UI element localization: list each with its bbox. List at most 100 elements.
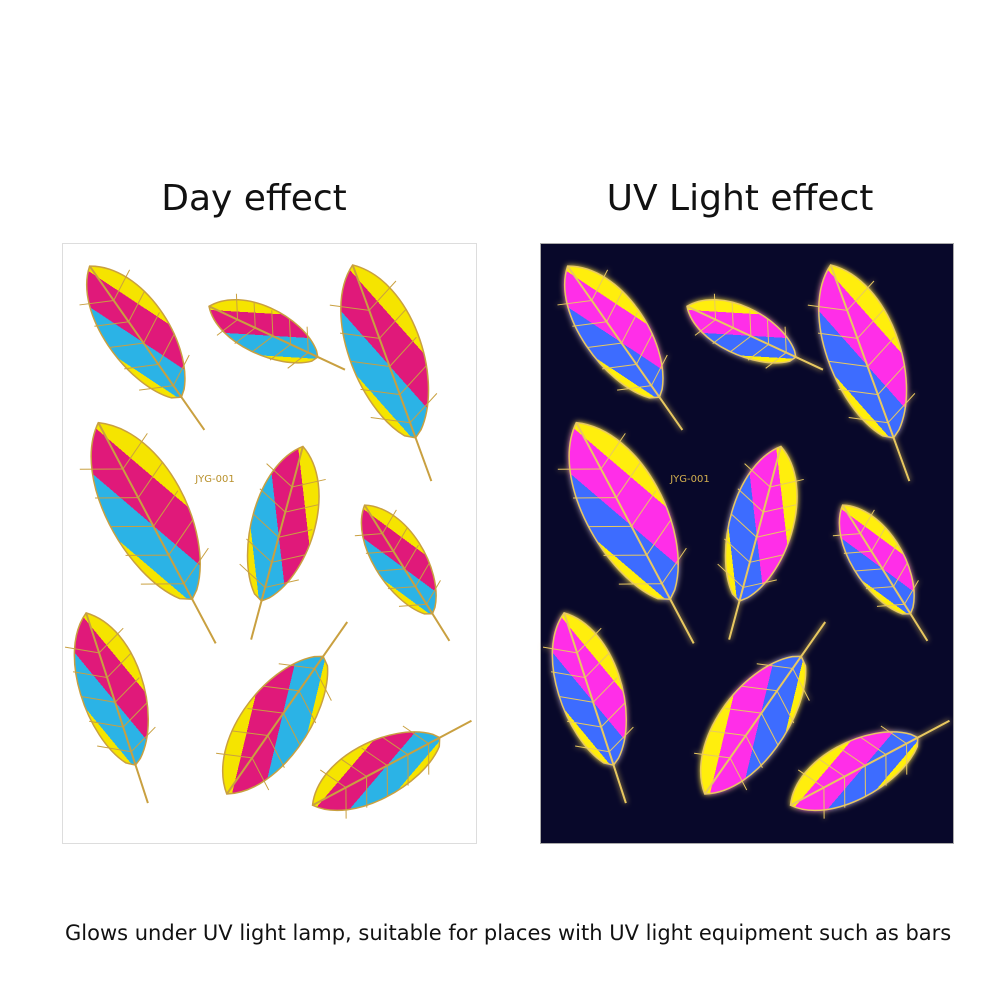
feather-barb [859, 509, 875, 534]
feather-quill [85, 612, 149, 804]
feather-barb [650, 354, 668, 386]
caption: Glows under UV light lamp, suitable for … [65, 921, 951, 945]
feather-barb [724, 538, 751, 563]
feather-barb [389, 336, 417, 367]
feather [354, 504, 451, 642]
feather-barb [125, 554, 169, 556]
feather-barb [319, 769, 347, 788]
feather-barb [603, 554, 647, 556]
feather-barb [288, 318, 292, 345]
feather-barb [880, 725, 907, 744]
feather-barb [557, 468, 601, 470]
feather-barb [729, 757, 748, 791]
feather-barb [110, 525, 154, 528]
feather-barb [266, 463, 293, 488]
feather-barb [876, 603, 905, 607]
feather-barb [402, 725, 429, 744]
feather-barb [393, 527, 408, 552]
feather-barb [694, 319, 716, 336]
feather-barb [109, 342, 144, 349]
feather-barb [381, 736, 409, 755]
feather-barb [247, 707, 284, 714]
feather-barb [428, 743, 430, 775]
feather-barb [573, 497, 617, 499]
feather-quill [563, 612, 627, 804]
feather-barb [730, 335, 752, 353]
feather-quill [250, 446, 304, 640]
feather [64, 612, 156, 804]
feather-barb [559, 696, 594, 703]
feather-barb [81, 696, 116, 703]
feather-quill [208, 305, 346, 371]
feather-barb [636, 333, 653, 365]
feather-barb [366, 776, 368, 808]
feather-barb [98, 627, 124, 654]
feather-barb [329, 304, 370, 311]
feather-barb [784, 326, 787, 353]
feather-barb [588, 525, 632, 528]
feather-barb [168, 519, 194, 556]
feather-barb [587, 342, 622, 349]
feather-barb [216, 319, 238, 336]
feather [694, 621, 827, 795]
feather-barb [340, 758, 367, 777]
feather-quill [790, 719, 950, 807]
feather-barb [709, 730, 746, 737]
feather-barb [97, 745, 132, 753]
feather-barb [139, 385, 174, 391]
feather-barb [749, 554, 784, 563]
feather-barb [766, 318, 770, 345]
feather [789, 719, 950, 819]
feather-barb [737, 488, 764, 513]
feather [79, 265, 206, 431]
feather-quill [88, 265, 206, 431]
feather-barb [269, 343, 291, 361]
feather-barb [864, 765, 866, 797]
feather-barb [158, 333, 175, 365]
feather-barb [867, 336, 895, 367]
feather-barb [278, 529, 313, 538]
feather-barb [365, 550, 394, 554]
feather-barb [361, 747, 388, 766]
feather-barb [64, 646, 100, 654]
feather-barb [575, 745, 610, 753]
feather-barb [694, 752, 731, 759]
feather-barb [838, 388, 878, 396]
feather-barb [844, 776, 846, 808]
feather-barb [113, 269, 131, 301]
feather-barb [345, 787, 347, 819]
feather-quill [841, 504, 929, 642]
feather [557, 265, 684, 431]
feather-barb [749, 310, 752, 337]
feather-barb [183, 547, 209, 585]
feather-quill [686, 305, 824, 371]
feather-barb [617, 385, 652, 391]
feather-barb [600, 433, 626, 470]
feather-barb [106, 652, 132, 678]
feather-barb [857, 308, 885, 339]
feather-barb [713, 293, 717, 320]
feather-quill [225, 621, 349, 795]
feather-barb [744, 463, 771, 488]
feather-barb [615, 461, 642, 498]
feather-barb [745, 735, 763, 768]
feather-barb [407, 754, 409, 786]
feather-barb [79, 468, 123, 470]
feather-barb [143, 312, 160, 344]
feather-barb [885, 754, 887, 786]
feather-barb [271, 310, 274, 337]
feather-barb [877, 364, 906, 395]
feather-barb [760, 712, 779, 746]
feather [542, 612, 634, 804]
feather [686, 293, 824, 371]
feather [717, 445, 804, 640]
feather-barb [848, 416, 889, 424]
feather-barb [572, 321, 607, 327]
feather-barb [376, 568, 405, 572]
feather-barb [79, 299, 114, 306]
feather-barb [354, 533, 383, 537]
feather-barb [602, 363, 637, 370]
feather-barb [887, 393, 916, 424]
